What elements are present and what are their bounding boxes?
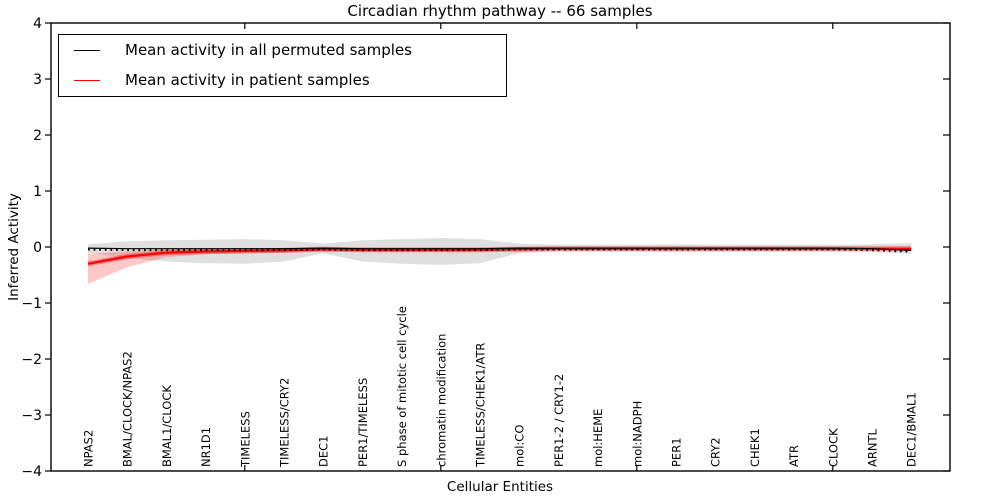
y-tick-label: −1: [21, 296, 42, 312]
x-category-label: NR1D1: [199, 427, 213, 467]
x-category-label: CRY2: [709, 437, 723, 467]
x-category-label: CHEK1: [748, 428, 762, 467]
y-tick-label: 1: [33, 184, 42, 200]
legend-label-patient: Mean activity in patient samples: [125, 70, 370, 89]
x-category-label: DEC1: [317, 436, 331, 467]
x-category-label: NPAS2: [82, 430, 96, 467]
x-category-label: mol:CO: [513, 425, 527, 467]
y-tick-label: 4: [33, 16, 42, 32]
y-tick-label: 2: [33, 128, 42, 144]
x-category-label: TIMELESS: [238, 411, 252, 468]
x-category-label: mol:HEME: [591, 409, 605, 467]
x-category-label: ATR: [787, 445, 801, 467]
x-category-label: BMAL/CLOCK/NPAS2: [121, 351, 135, 467]
x-category-label: S phase of mitotic cell cycle: [395, 306, 409, 467]
x-category-label: DEC1/BMAL1: [905, 392, 919, 467]
patient-line-icon: [74, 79, 100, 81]
y-tick-label: −3: [21, 408, 42, 424]
permuted-line-icon: [74, 50, 100, 52]
x-category-label: BMAL1/CLOCK: [160, 385, 174, 467]
x-category-label: PER1/TIMELESS: [356, 378, 370, 467]
y-tick-label: −4: [21, 464, 42, 480]
x-category-label: CLOCK: [826, 428, 840, 467]
chart-title: Circadian rhythm pathway -- 66 samples: [347, 2, 653, 20]
x-category-label: PER1-2 / CRY1-2: [552, 374, 566, 467]
permuted-mean-line: [87, 247, 912, 251]
x-category-label: TIMELESS/CRY2: [278, 378, 292, 468]
y-tick-label: 0: [33, 240, 42, 256]
x-category-label: TIMELESS/CHEK1/ATR: [474, 343, 488, 468]
x-category-label: ARNTL: [866, 429, 880, 467]
x-category-label: PER1: [670, 437, 684, 467]
x-category-label: mol:NADPH: [630, 401, 644, 467]
y-tick-label: −2: [21, 352, 42, 368]
legend-entry-permuted: Mean activity in all permuted samples: [59, 37, 506, 65]
legend-entry-patient: Mean activity in patient samples: [59, 66, 506, 94]
patient-samples-range-band: [88, 247, 912, 284]
x-category-label: chromatin modification: [434, 334, 448, 467]
x-axis-title: Cellular Entities: [446, 479, 554, 495]
permuted-samples-range-band: [88, 238, 912, 265]
legend-label-permuted: Mean activity in all permuted samples: [125, 41, 412, 60]
legend-box: Mean activity in all permuted samples Me…: [58, 34, 507, 97]
y-tick-label: 3: [33, 72, 42, 88]
